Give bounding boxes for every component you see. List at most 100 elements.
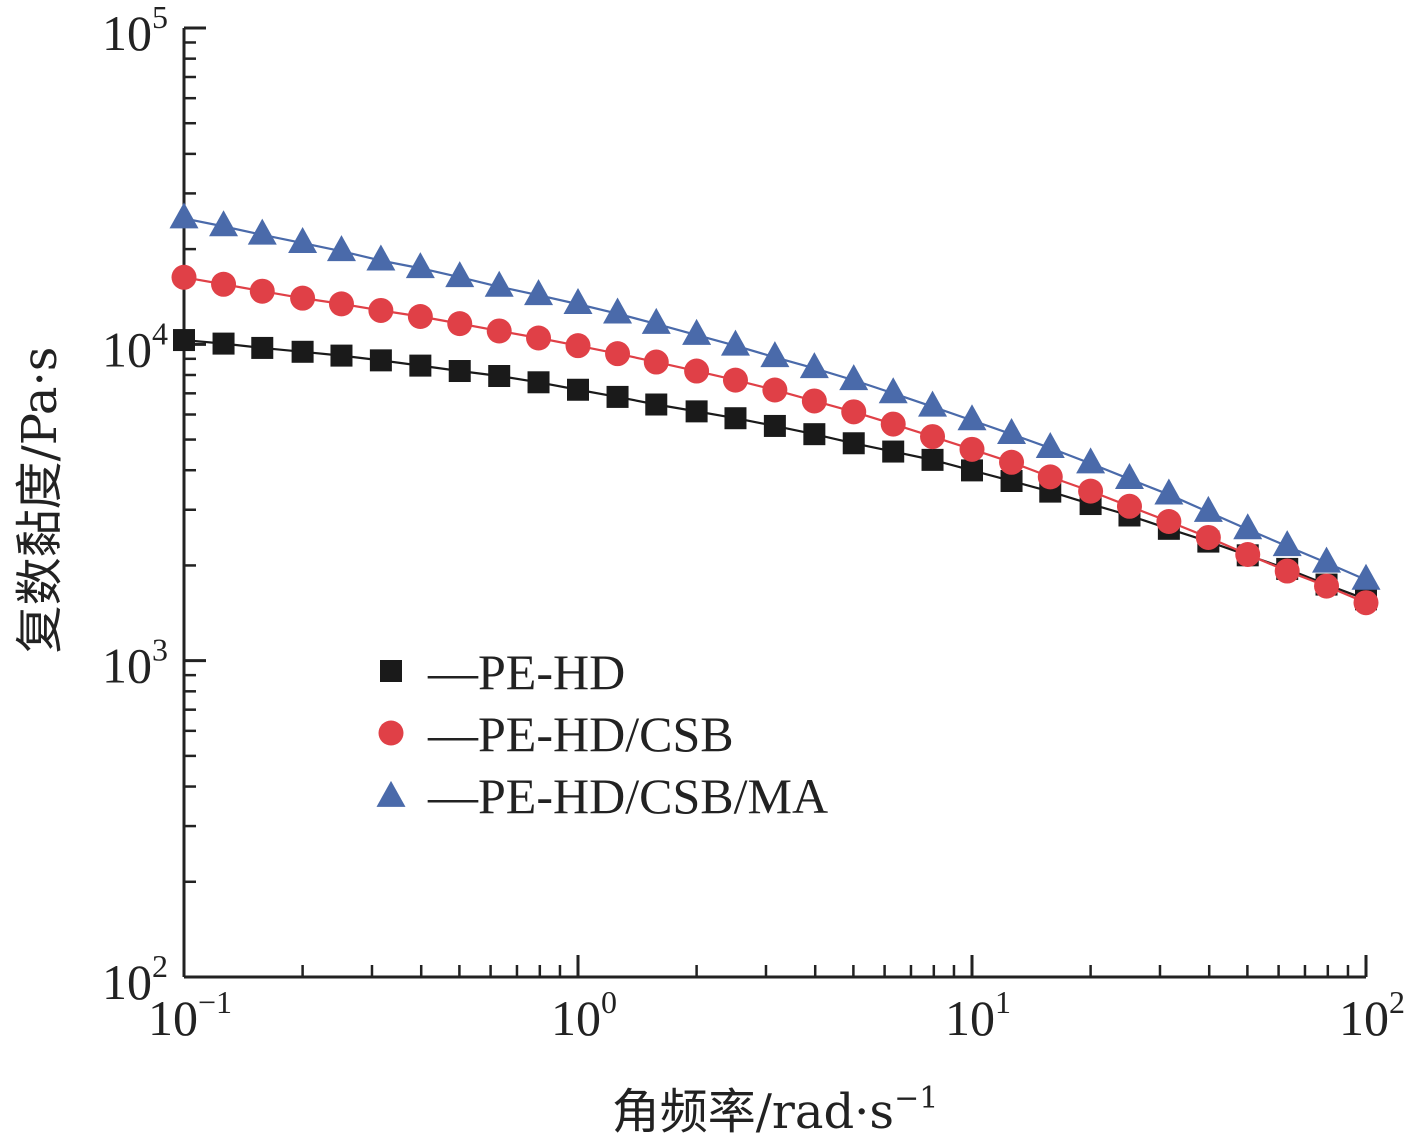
legend: —PE-HD —PE-HD/CSB —PE-HD/CSB/MA [376, 644, 828, 824]
data-point [1114, 462, 1144, 489]
data-point [999, 449, 1025, 475]
data-point [684, 358, 710, 384]
data-point [366, 244, 396, 271]
data-point [524, 279, 554, 306]
data-point [368, 297, 394, 323]
data-point [605, 341, 631, 367]
data-point [1235, 541, 1261, 567]
data-point [803, 423, 826, 446]
x-tick-label: 10−1 [148, 984, 232, 1046]
data-point [405, 252, 435, 279]
data-point [763, 414, 786, 437]
x-axis-title: 角频率/rad·s−1 [612, 1081, 939, 1140]
data-point [1076, 447, 1106, 474]
data-point [842, 432, 865, 455]
data-point [448, 360, 471, 383]
data-point [1233, 513, 1263, 540]
series-square [173, 329, 1377, 611]
data-point [882, 440, 905, 463]
data-point [799, 352, 829, 379]
data-point [1314, 573, 1340, 599]
data-point [369, 349, 392, 372]
data-point [685, 400, 708, 423]
data-point [682, 318, 712, 345]
data-point [326, 235, 356, 262]
data-point [841, 399, 867, 425]
data-point [209, 210, 239, 237]
data-point [247, 218, 277, 245]
data-point [921, 448, 944, 471]
data-point [407, 303, 433, 329]
legend-label: —PE-HD [427, 644, 625, 700]
data-point [486, 318, 512, 344]
data-point [920, 424, 946, 450]
data-point [527, 371, 550, 394]
data-point [1116, 493, 1142, 519]
data-point [720, 329, 750, 356]
data-point [918, 390, 948, 417]
data-point [330, 344, 353, 367]
series-layer [169, 202, 1381, 616]
data-point [291, 340, 314, 363]
data-point [288, 226, 318, 253]
data-point [447, 311, 473, 337]
x-tick-label: 100 [551, 984, 617, 1046]
series-circle [171, 264, 1379, 616]
data-point [1351, 563, 1381, 590]
data-point [643, 349, 669, 375]
data-point [878, 377, 908, 404]
y-tick-label: 104 [102, 315, 168, 377]
data-point [724, 407, 747, 430]
axes [182, 26, 1368, 979]
data-point [1272, 530, 1302, 557]
data-point [1156, 508, 1182, 534]
data-point [997, 418, 1027, 445]
legend-marker [380, 660, 402, 682]
data-point [760, 341, 790, 368]
legend-label: —PE-HD/CSB/MA [427, 768, 828, 824]
data-point [880, 411, 906, 437]
data-point [801, 388, 827, 414]
data-point [1195, 524, 1221, 550]
data-point [565, 333, 591, 359]
data-point [1035, 431, 1065, 458]
data-point [211, 271, 237, 297]
data-point [1274, 558, 1300, 584]
data-point [1193, 495, 1223, 522]
data-point [567, 378, 589, 401]
labels: 102 103 104 105 10−1 100 101 102 角频率/rad·s−1 复数黏度… [12, 0, 1404, 1140]
data-point [1154, 478, 1184, 505]
data-point [488, 365, 511, 388]
data-point [1353, 590, 1379, 616]
data-point [645, 393, 668, 416]
data-point [1312, 546, 1342, 573]
data-point [173, 329, 195, 352]
data-point [606, 385, 629, 408]
data-point [1000, 469, 1023, 492]
data-point [603, 297, 633, 324]
data-point [484, 270, 514, 297]
data-point [1078, 478, 1104, 504]
legend-marker [378, 720, 404, 746]
y-tick-label: 102 [102, 948, 168, 1010]
x-tick-label: 101 [945, 984, 1011, 1046]
y-axis-title: 复数黏度/Pa·s [12, 347, 68, 654]
series-line [183, 276, 1367, 604]
series-triangle [169, 202, 1381, 590]
data-point [526, 325, 552, 351]
data-point [169, 202, 199, 229]
data-point [641, 307, 671, 334]
data-point [445, 261, 475, 288]
data-point [762, 377, 788, 403]
data-point [959, 436, 985, 462]
data-point [290, 285, 316, 311]
data-point [1037, 464, 1063, 490]
data-point [409, 354, 432, 377]
data-point [839, 364, 869, 391]
y-tick-label: 103 [102, 632, 168, 694]
data-point [957, 404, 987, 431]
data-point [171, 264, 197, 290]
data-point [961, 459, 983, 482]
data-point [328, 291, 354, 317]
